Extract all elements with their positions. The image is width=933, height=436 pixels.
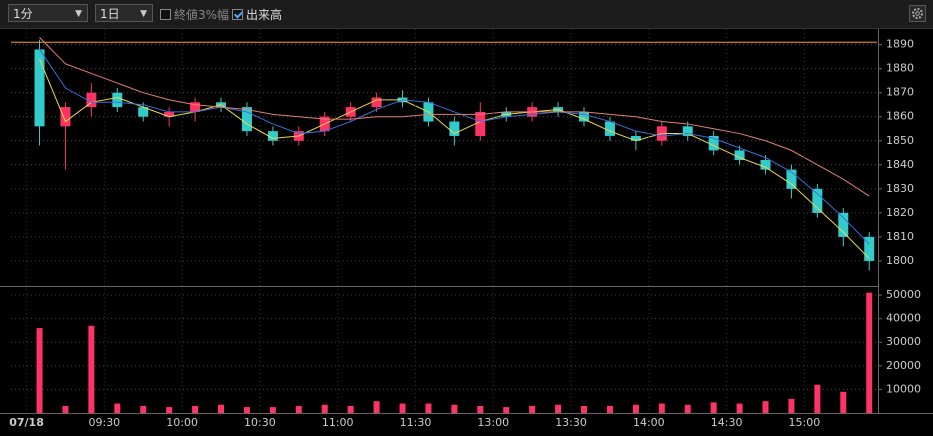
volume-bar xyxy=(814,384,821,413)
option-label: 出来高 xyxy=(246,8,283,22)
candle-body xyxy=(864,236,875,261)
candle-body xyxy=(190,102,201,112)
moving-average-line xyxy=(39,49,870,245)
candle-body xyxy=(475,111,486,136)
volume-bar xyxy=(114,403,121,413)
volume-bar xyxy=(606,405,613,413)
period-select[interactable]: 1日 ▼ xyxy=(95,4,153,22)
y-tick-label: 1830 xyxy=(886,182,914,195)
volume-bar xyxy=(762,401,769,413)
volume-bar xyxy=(62,405,69,413)
volume-bar xyxy=(529,405,536,413)
y-tick-label: 1890 xyxy=(886,38,914,51)
x-tick-label: 13:00 xyxy=(477,416,509,429)
candle-body xyxy=(838,212,849,237)
volume-bar xyxy=(581,405,588,413)
candle-body xyxy=(86,92,97,108)
volume-bar xyxy=(503,407,510,413)
y-tick-label: 10000 xyxy=(886,382,921,395)
x-tick-label: 15:00 xyxy=(789,416,821,429)
candle-body xyxy=(449,121,460,136)
y-tick-label: 1800 xyxy=(886,254,914,267)
volume-bar xyxy=(840,391,847,413)
chart: 1800 1810 1820 1830 1840 1850 1860 1870 1880 1890… xyxy=(0,29,933,429)
settings-button[interactable] xyxy=(909,5,926,22)
x-tick-label: 09:30 xyxy=(88,416,120,429)
volume-bar xyxy=(295,405,302,413)
x-tick-label: 14:00 xyxy=(633,416,665,429)
x-tick-label: 11:30 xyxy=(400,416,432,429)
y-tick-label: 1820 xyxy=(886,206,914,219)
y-tick-label: 1810 xyxy=(886,230,914,243)
period-text: 1日 xyxy=(100,7,120,21)
candle-body xyxy=(812,188,823,213)
y-tick-label: 1850 xyxy=(886,134,914,147)
checkbox[interactable] xyxy=(160,9,171,20)
candle-body xyxy=(60,107,71,127)
volume-bar xyxy=(321,404,328,413)
option-checkbox[interactable]: 終値3%幅 xyxy=(160,6,229,23)
volume-bar xyxy=(658,403,665,413)
candle-body xyxy=(138,107,149,117)
x-tick-label: 14:30 xyxy=(711,416,743,429)
candle-body xyxy=(241,107,252,132)
y-tick-label: 1870 xyxy=(886,86,914,99)
volume-bar xyxy=(684,404,691,413)
candle-body xyxy=(630,135,641,141)
volume-bar xyxy=(632,404,639,413)
interval-text: 1分 xyxy=(13,7,33,21)
y-tick-label: 1840 xyxy=(886,158,914,171)
volume-bar xyxy=(347,405,354,413)
candle-body xyxy=(371,97,382,108)
candle-body xyxy=(786,169,797,189)
candle-body xyxy=(164,111,175,117)
y-tick-label: 30000 xyxy=(886,335,921,348)
volume-bar xyxy=(736,403,743,413)
option-checkbox[interactable]: 出来高 xyxy=(232,6,282,23)
x-tick-label: 07/18 xyxy=(9,416,44,429)
moving-average-line xyxy=(39,37,870,197)
checkbox[interactable] xyxy=(232,9,243,20)
interval-select[interactable]: 1分 ▼ xyxy=(8,4,88,22)
volume-bar xyxy=(140,405,147,413)
volume-bar xyxy=(243,407,250,413)
candle-body xyxy=(760,160,771,170)
x-tick-label: 10:30 xyxy=(244,416,276,429)
candle-body xyxy=(112,92,123,108)
moving-average-line xyxy=(39,58,870,259)
x-tick-label: 11:00 xyxy=(322,416,354,429)
candle-body xyxy=(734,150,745,160)
y-tick-label: 20000 xyxy=(886,359,921,372)
volume-bar xyxy=(192,405,199,413)
volume-bar xyxy=(166,407,173,413)
y-tick-label: 50000 xyxy=(886,288,921,301)
volume-bar xyxy=(477,405,484,413)
x-tick-label: 10:00 xyxy=(166,416,198,429)
x-tick-label: 13:30 xyxy=(555,416,587,429)
candle-body xyxy=(267,131,278,141)
candle-body xyxy=(579,111,590,122)
option-label: 終値3%幅 xyxy=(174,8,230,22)
volume-bar xyxy=(451,404,458,413)
volume-bar xyxy=(866,292,873,413)
volume-bar xyxy=(788,398,795,413)
y-tick-label: 1860 xyxy=(886,110,914,123)
volume-bar xyxy=(399,403,406,413)
y-tick-label: 40000 xyxy=(886,312,921,325)
y-tick-label: 1880 xyxy=(886,62,914,75)
volume-bar xyxy=(88,325,95,413)
volume-bar xyxy=(555,404,562,413)
candle-body xyxy=(604,121,615,136)
volume-bar xyxy=(710,402,717,413)
candle-body xyxy=(682,126,693,136)
volume-bar xyxy=(269,407,276,413)
volume-bar xyxy=(425,403,432,413)
candle-body xyxy=(34,49,45,127)
volume-bar xyxy=(373,401,380,413)
toolbar: 1分 ▼ 1日 ▼ 終値3%幅 出来高 xyxy=(0,0,933,29)
volume-bar xyxy=(36,328,43,413)
volume-bar xyxy=(218,404,225,413)
candle-body xyxy=(708,135,719,151)
